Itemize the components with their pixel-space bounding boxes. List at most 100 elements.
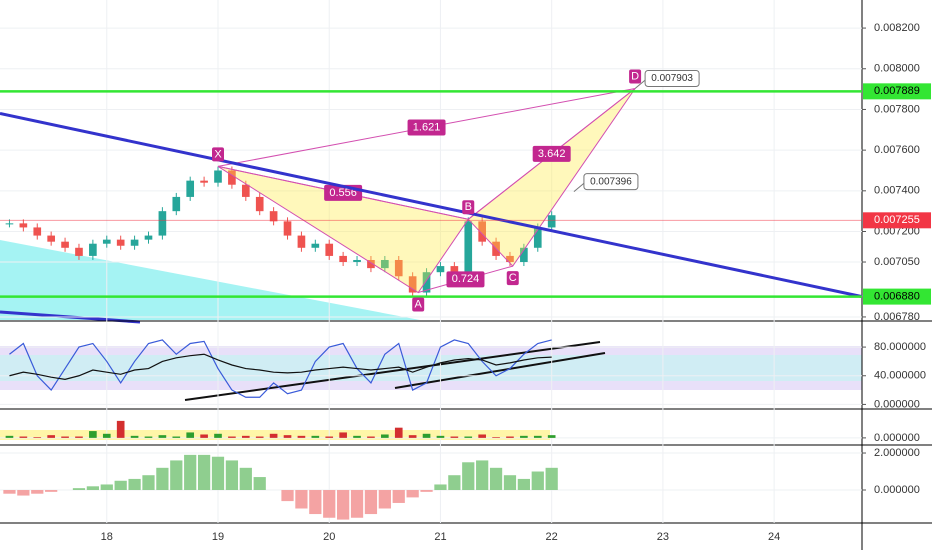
volume-bar (144, 436, 153, 438)
y-tick-label: 0.000000 (874, 398, 920, 410)
callout-label: 0.007903 (651, 73, 693, 84)
volume-bar (47, 435, 55, 438)
volume-bar (367, 436, 375, 438)
macd-bar (45, 490, 58, 492)
candle (241, 184, 250, 197)
volume-bar (533, 435, 542, 438)
candle (186, 180, 195, 197)
y-tick-label: 0.000000 (874, 484, 920, 496)
pattern-label: D (631, 70, 639, 82)
volume-bar (130, 435, 139, 438)
volume-bar (353, 435, 361, 438)
volume-bar (241, 435, 250, 438)
candle (283, 221, 292, 236)
candle (408, 276, 417, 293)
pattern-point (462, 200, 475, 215)
macd-bar (489, 467, 503, 491)
candle (89, 243, 97, 256)
candle (47, 235, 55, 242)
x-tick-label: 19 (212, 531, 224, 543)
candle (394, 259, 403, 277)
ratio-label: 0.556 (329, 187, 357, 199)
channel-fill (0, 240, 420, 320)
ratio-label: 3.642 (538, 148, 566, 160)
pattern-label: B (465, 201, 472, 213)
candle (520, 247, 528, 263)
volume-bar (436, 435, 445, 438)
macd-bar (503, 475, 517, 491)
y-tick-label: 2.000000 (874, 447, 920, 459)
macd-bar (309, 490, 322, 515)
candle (436, 266, 445, 273)
level-label: 0.007889 (874, 85, 920, 97)
volume-bar (506, 436, 514, 438)
volume-bar (547, 435, 556, 438)
x-tick-label: 18 (101, 531, 113, 543)
macd-bar (545, 467, 558, 491)
volume-bar (381, 434, 389, 438)
volume-bar (394, 427, 403, 438)
pattern-point (506, 271, 519, 286)
oscillator-line (9, 339, 552, 398)
y-tick-label: 40.000000 (874, 370, 926, 382)
macd-bar (531, 471, 544, 491)
volume-bar (89, 431, 97, 438)
y-tick-label: 80.000000 (874, 341, 926, 353)
pattern-label: C (509, 272, 517, 284)
ratio-box (532, 145, 571, 162)
volume-bar (492, 437, 500, 438)
macd-bar (253, 477, 266, 491)
candle (381, 259, 389, 269)
y-tick-label: 0.000000 (874, 432, 920, 444)
volume-bar (339, 432, 347, 438)
volume-bar (269, 433, 278, 438)
macd-bar (337, 490, 350, 520)
volume-bar (228, 436, 236, 438)
volume-bar (450, 436, 459, 438)
volume-bar (5, 435, 14, 438)
candle (478, 221, 486, 242)
macd-bar (100, 484, 113, 491)
pattern-point (629, 69, 642, 84)
candle (75, 247, 83, 256)
macd-bar (434, 484, 447, 491)
candle (214, 170, 222, 183)
macd-bar (448, 475, 461, 491)
x-tick-label: 23 (657, 531, 669, 543)
x-tick-label: 24 (768, 531, 780, 543)
x-tick-label: 22 (546, 531, 558, 543)
macd-bar (239, 467, 252, 491)
macd-bar (114, 480, 127, 491)
macd-bar (156, 467, 169, 491)
candle (158, 211, 167, 236)
y-tick-label: 0.008000 (874, 63, 920, 75)
candle (325, 243, 334, 256)
macd-bar (225, 460, 239, 491)
y-tick-label: 0.006780 (874, 311, 920, 323)
macd-bar (462, 462, 475, 491)
volume-bar (520, 435, 528, 438)
macd-bar (406, 490, 419, 498)
volume-bar (214, 433, 222, 438)
macd-bar (170, 460, 183, 491)
macd-bar (72, 488, 86, 491)
y-tick-label: 0.007200 (874, 225, 920, 237)
volume-bar (325, 436, 334, 438)
ratio-label: 0.724 (452, 273, 480, 285)
macd-bar (295, 490, 308, 509)
callout-label: 0.007396 (590, 176, 632, 187)
macd-bar (31, 490, 44, 494)
y-tick-label: 0.007400 (874, 185, 920, 197)
volume-bar (255, 436, 264, 438)
volume-bar (464, 436, 473, 438)
candle (5, 223, 14, 225)
macd-bar (476, 460, 489, 491)
candle (422, 272, 431, 293)
macd-bar (364, 490, 378, 515)
volume-bar (102, 433, 111, 438)
candle (102, 239, 111, 244)
candle (353, 259, 361, 263)
macd-bar (184, 454, 197, 491)
pattern-point (412, 297, 425, 312)
